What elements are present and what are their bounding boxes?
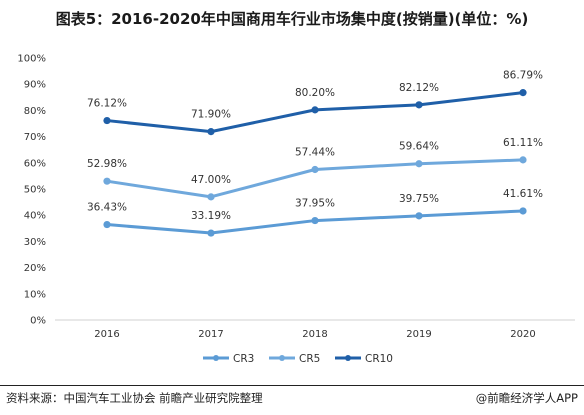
y-tick-label: 20%	[24, 263, 46, 274]
data-point-cr5	[519, 156, 527, 164]
y-tick-label: 90%	[24, 80, 46, 91]
legend-marker-cr3	[213, 355, 219, 361]
data-point-cr10	[103, 116, 111, 125]
data-label-cr5: 59.64%	[399, 141, 439, 153]
data-point-cr10	[519, 89, 527, 97]
chart-footer: 资料来源：中国汽车工业协会 前瞻产业研究院整理 @前瞻经济学人APP	[0, 385, 584, 415]
data-label-cr3: 37.95%	[295, 198, 335, 210]
data-point-cr3	[415, 212, 423, 220]
data-label-cr10: 86.79%	[503, 70, 543, 82]
data-label-cr3: 39.75%	[399, 193, 439, 205]
data-point-cr5	[311, 165, 319, 174]
y-tick-label: 70%	[24, 132, 46, 143]
legend-marker-cr5	[279, 355, 285, 361]
legend-label-cr3: CR3	[233, 353, 254, 365]
data-label-cr5: 52.98%	[87, 158, 127, 170]
legend-marker-cr10	[345, 355, 351, 361]
line-chart: 0% 10% 20% 30% 40% 50% 60% 70% 80% 90% 100% 2016 20…	[17, 54, 575, 365]
x-tick-label: 2020	[510, 329, 535, 340]
y-tick-label: 0%	[30, 316, 46, 327]
chart-title: 图表5：2016-2020年中国商用车行业市场集中度(按销量)(单位：%)	[55, 10, 529, 28]
credit-note: @前瞻经济学人APP	[475, 391, 578, 405]
data-label-cr10: 76.12%	[87, 98, 127, 110]
y-tick-label: 10%	[24, 289, 46, 300]
data-point-cr5	[103, 177, 111, 185]
data-point-cr3	[519, 207, 527, 215]
data-label-cr10: 82.12%	[399, 82, 439, 94]
data-point-cr10	[415, 101, 423, 109]
data-point-cr10	[311, 106, 319, 114]
y-tick-label: 30%	[24, 237, 46, 248]
data-label-cr3: 33.19%	[191, 210, 231, 222]
x-tick-label: 2018	[302, 329, 327, 340]
y-tick-label: 50%	[24, 185, 46, 196]
footer-divider	[0, 385, 584, 386]
data-label-cr10: 80.20%	[295, 87, 335, 99]
x-tick-label: 2017	[198, 329, 223, 340]
series-line-cr5	[105, 158, 525, 199]
data-label-cr10: 71.90%	[191, 109, 231, 121]
x-tick-label: 2019	[406, 329, 431, 340]
y-tick-label: 60%	[24, 158, 46, 169]
data-label-cr3: 41.61%	[503, 188, 543, 200]
data-label-cr5: 47.00%	[191, 174, 231, 186]
data-point-cr3	[103, 220, 111, 229]
legend-label-cr10: CR10	[365, 353, 393, 365]
y-tick-label: 80%	[24, 106, 46, 117]
x-tick-label: 2016	[94, 329, 119, 340]
data-point-cr5	[415, 160, 423, 168]
legend-label-cr5: CR5	[299, 353, 320, 365]
data-point-cr3	[311, 216, 319, 225]
y-tick-label: 40%	[24, 211, 46, 222]
data-point-cr3	[207, 229, 215, 237]
data-label-cr3: 36.43%	[87, 202, 127, 214]
data-label-cr5: 57.44%	[295, 147, 335, 159]
y-tick-label: 100%	[17, 54, 46, 65]
data-point-cr5	[207, 193, 215, 201]
data-label-cr5: 61.11%	[503, 137, 543, 149]
data-point-cr10	[207, 128, 215, 136]
source-note: 资料来源：中国汽车工业协会 前瞻产业研究院整理	[6, 391, 263, 405]
